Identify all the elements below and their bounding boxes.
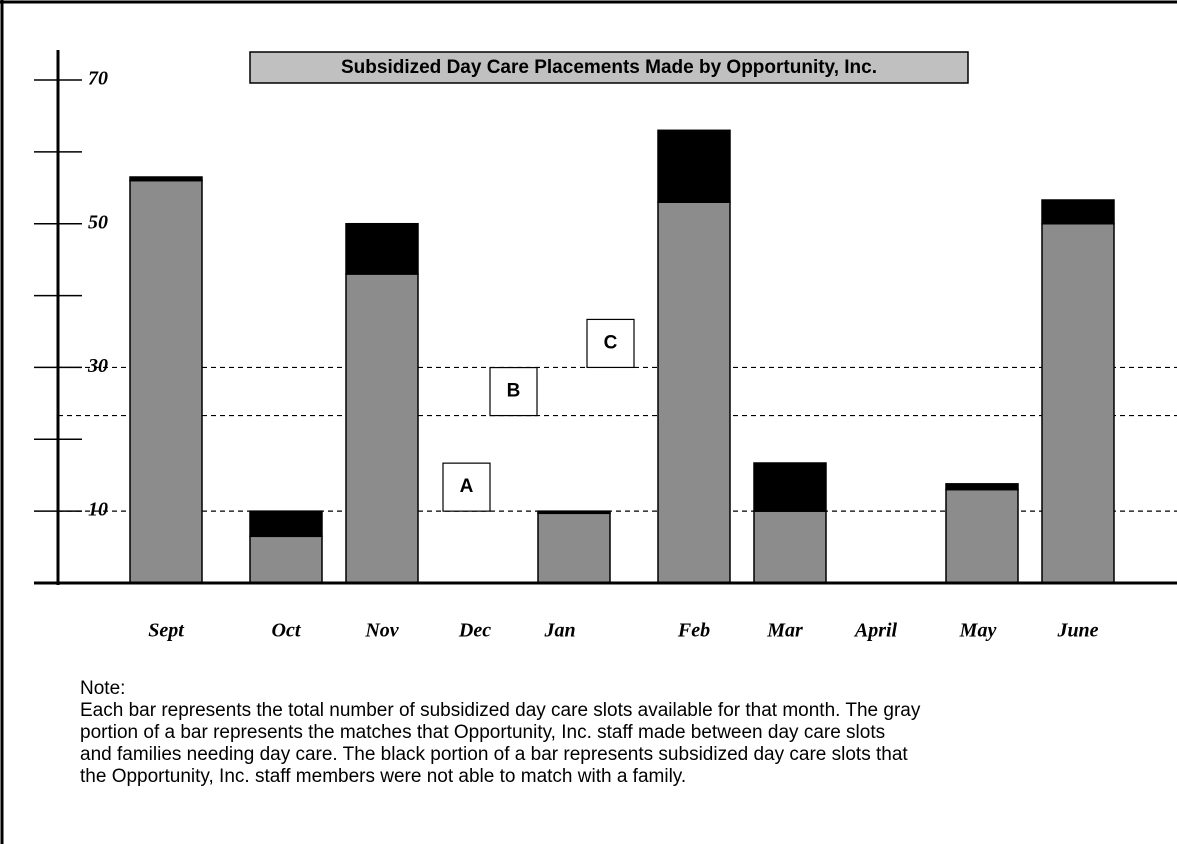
x-tick-label: May (959, 620, 997, 642)
note-line: portion of a bar represents the matches … (80, 722, 886, 743)
bar-segment (345, 222, 419, 275)
bar-segment (753, 462, 827, 512)
reference-box (489, 366, 538, 417)
y-tick-label: 30 (87, 355, 108, 377)
bar-segment (753, 510, 827, 584)
bar-segment (1041, 222, 1115, 584)
bar-segment (945, 488, 1019, 584)
bar-segment (657, 201, 731, 584)
chart-title: Subsidized Day Care Placements Made by O… (341, 57, 877, 78)
x-tick-label: Oct (272, 620, 302, 642)
bar-segment (249, 535, 323, 584)
x-tick-label: April (853, 620, 898, 642)
reference-label: A (460, 476, 474, 497)
reference-box (442, 462, 491, 512)
note-line: and families needing day care. The black… (80, 744, 908, 765)
y-tick-label: 50 (88, 211, 108, 233)
x-tick-label: Mar (766, 620, 803, 642)
note-line: Each bar represents the total number of … (80, 700, 921, 721)
y-tick-label: 70 (88, 68, 108, 90)
bar-segment (345, 273, 419, 584)
x-tick-label: June (1056, 620, 1098, 642)
x-tick-label: Dec (458, 620, 491, 642)
bar-segment (1041, 199, 1115, 225)
bar-segment (945, 483, 1019, 491)
reference-label: C (604, 332, 618, 353)
x-tick-label: Sept (148, 620, 185, 642)
y-tick-label: 10 (88, 499, 108, 521)
x-tick-label: Nov (364, 620, 399, 642)
bar-segment (129, 179, 203, 584)
note-heading: Note: (80, 678, 126, 699)
bar-segment (657, 129, 731, 203)
bar-segment (537, 510, 611, 515)
bar-segment (129, 176, 203, 182)
reference-box (586, 318, 635, 369)
title-box (249, 51, 969, 84)
x-tick-label: Jan (543, 620, 575, 642)
note-line: the Opportunity, Inc. staff members were… (80, 766, 687, 787)
x-tick-label: Feb (677, 620, 710, 642)
bar-segment (249, 510, 323, 538)
note: Note: Each bar represents the total numbe… (80, 678, 920, 788)
reference-label: B (507, 381, 521, 402)
bar-segment (537, 512, 611, 584)
